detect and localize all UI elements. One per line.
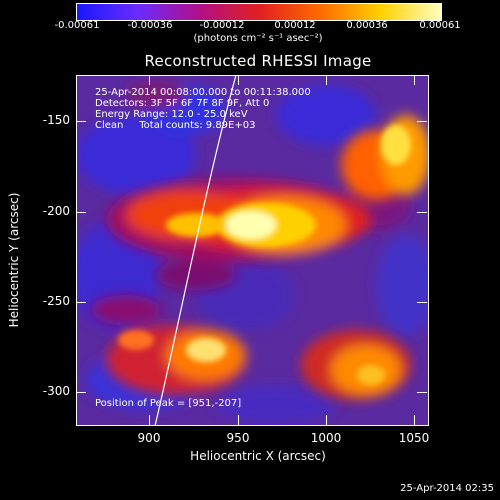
y-tick-mark-right bbox=[417, 212, 427, 213]
colorbar-tick: 0.00036 bbox=[346, 20, 388, 31]
info-detectors: Detectors: 3F 5F 6F 7F 8F 9F, Att 0 bbox=[95, 98, 270, 109]
info-energy-range: Energy Range: 12.0 - 25.0 keV bbox=[95, 109, 248, 120]
x-tick-mark-top bbox=[414, 75, 415, 85]
rhessi-image-canvas bbox=[76, 75, 429, 426]
x-tick-label: 950 bbox=[226, 431, 250, 445]
y-tick-mark bbox=[76, 212, 86, 213]
y-tick-label: -150 bbox=[42, 113, 70, 127]
colorbar-tick: -0.00036 bbox=[127, 20, 173, 31]
solar-limb-line bbox=[154, 75, 237, 426]
y-tick-mark-right bbox=[417, 121, 427, 122]
x-tick-label: 1050 bbox=[398, 431, 430, 445]
x-tick-mark-top bbox=[149, 75, 150, 85]
x-tick-mark-top bbox=[326, 75, 327, 85]
colorbar-tick: -0.00012 bbox=[199, 20, 245, 31]
x-tick-mark bbox=[414, 415, 415, 425]
colorbar-tick: 0.00012 bbox=[274, 20, 316, 31]
rhessi-image bbox=[76, 75, 429, 426]
x-tick-mark bbox=[326, 415, 327, 425]
x-tick-mark bbox=[149, 415, 150, 425]
y-tick-label: -200 bbox=[42, 204, 70, 218]
colorbar-tick: -0.00061 bbox=[54, 20, 100, 31]
y-tick-label: -250 bbox=[42, 294, 70, 308]
info-total-counts: Clean Total counts: 9.89E+03 bbox=[95, 120, 256, 131]
y-tick-mark bbox=[76, 121, 86, 122]
y-tick-label: -300 bbox=[42, 384, 70, 398]
y-tick-mark bbox=[76, 392, 86, 393]
y-axis-label: Heliocentric Y (arcsec) bbox=[7, 192, 21, 328]
plot-frame bbox=[76, 75, 429, 426]
image-title: Reconstructed RHESSI Image bbox=[144, 52, 372, 70]
x-tick-mark bbox=[238, 415, 239, 425]
info-time-range: 25-Apr-2014 00:08:00.000 to 00:11:38.000 bbox=[95, 87, 311, 98]
x-tick-label: 900 bbox=[137, 431, 161, 445]
timestamp: 25-Apr-2014 02:35 bbox=[400, 483, 494, 494]
x-axis-label: Heliocentric X (arcsec) bbox=[190, 449, 326, 463]
y-tick-mark-right bbox=[417, 302, 427, 303]
colorbar bbox=[76, 3, 442, 21]
y-tick-mark bbox=[76, 302, 86, 303]
peak-position: Position of Peak = [951,-207] bbox=[95, 398, 242, 409]
x-tick-mark-top bbox=[238, 75, 239, 85]
y-tick-mark-right bbox=[417, 392, 427, 393]
colorbar-tick: 0.00061 bbox=[419, 20, 461, 31]
x-tick-label: 1000 bbox=[310, 431, 342, 445]
colorbar-unit: (photons cm⁻² s⁻¹ asec⁻²) bbox=[193, 33, 323, 44]
